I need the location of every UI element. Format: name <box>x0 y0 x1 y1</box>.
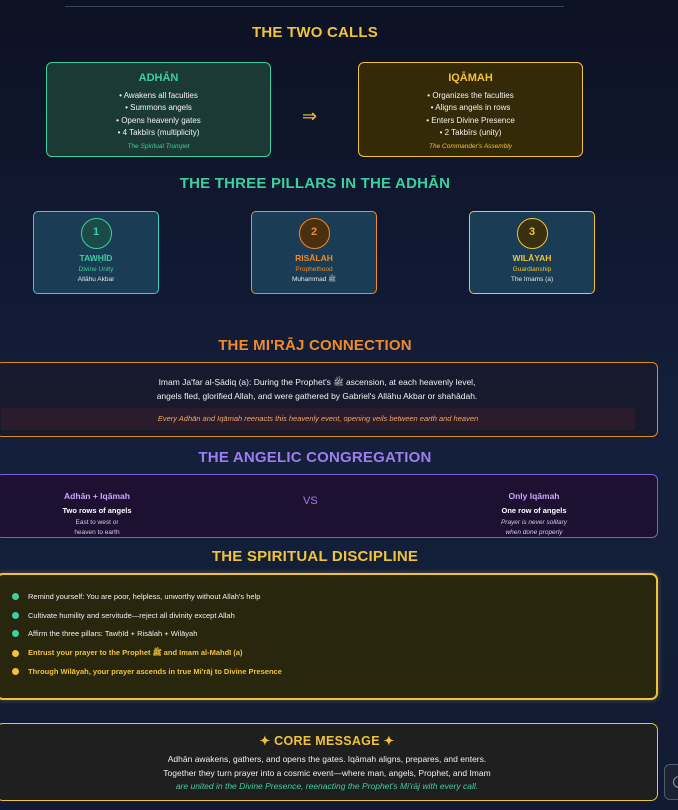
congregation-right-note: Prayer is never solitary <box>500 519 568 526</box>
miraj-heading: THE MI'RĀJ CONNECTION <box>218 337 412 354</box>
core-message-heading: ✦ CORE MESSAGE ✦ <box>259 734 395 748</box>
two-calls-heading: THE TWO CALLS <box>252 24 378 41</box>
congregation-right-note: when done properly <box>505 529 563 536</box>
discipline-item: Entrust your prayer to the Prophet ﷺ and… <box>12 648 243 659</box>
core-message-line: Adhān awakens, gathers, and opens the ga… <box>167 754 487 764</box>
circle-icon <box>673 776 678 788</box>
discipline-heading: THE SPIRITUAL DISCIPLINE <box>211 548 419 565</box>
floating-scroll-button[interactable] <box>664 764 678 800</box>
iqamah-item: • 2 Takbīrs (unity) <box>439 127 502 137</box>
core-message-line: Together they turn prayer into a cosmic … <box>163 768 491 778</box>
miraj-text-line: Imam Ja'far al-Ṣādiq (a): During the Pro… <box>158 377 476 387</box>
core-message-line: are united in the Divine Presence, reena… <box>175 781 479 791</box>
discipline-item: Cultivate humility and servitude—reject … <box>12 611 235 620</box>
pillar-subtitle: Prophethood <box>295 266 333 273</box>
pillars-heading: THE THREE PILLARS IN THE ADHĀN <box>179 175 451 192</box>
miraj-card: Imam Ja'far al-Ṣādiq (a): During the Pro… <box>0 362 658 437</box>
miraj-note: Every Adhān and Iqāmah reenacts this hea… <box>1 408 635 430</box>
congregation-left-note: heaven to earth <box>74 529 120 536</box>
pillar-title: RISĀLAH <box>295 253 333 263</box>
congregation-right-line: One row of angels <box>501 506 567 515</box>
adhan-card: ADHĀN • Awakens all faculties • Summons … <box>46 62 271 157</box>
adhan-title: ADHĀN <box>138 72 179 84</box>
green-bullet-icon <box>12 593 19 600</box>
congregation-right: Only Iqāmah One row of angels Prayer is … <box>479 491 589 538</box>
discipline-card: Remind yourself: You are poor, helpless,… <box>0 573 658 700</box>
adhan-item: • Awakens all faculties <box>119 91 198 100</box>
iqamah-item: • Enters Divine Presence <box>426 115 515 125</box>
congregation-card: Adhān + Iqāmah Two rows of angels East t… <box>0 474 658 538</box>
pillar-title: WILĀYAH <box>512 253 552 263</box>
gold-bullet-icon <box>12 668 19 675</box>
right-double-arrow-icon: ⇒ <box>302 106 318 126</box>
congregation-right-title: Only Iqāmah <box>508 491 560 501</box>
congregation-left-line: Two rows of angels <box>62 506 132 515</box>
vs-label: VS <box>303 495 318 507</box>
pillar-wilayah: 3 WILĀYAH Guardianship The Imams (a) <box>469 211 595 294</box>
iqamah-subtitle: The Commander's Assembly <box>429 143 512 151</box>
green-bullet-icon <box>12 612 19 619</box>
green-bullet-icon <box>12 630 19 637</box>
congregation-left: Adhān + Iqāmah Two rows of angels East t… <box>39 491 155 538</box>
pillar-phrase: The Imams (a) <box>510 276 554 283</box>
adhan-subtitle: The Spiritual Trumpet <box>127 143 190 151</box>
pillar-subtitle: Divine Unity <box>78 266 114 273</box>
discipline-item: Through Wilāyah, your prayer ascends in … <box>12 667 282 676</box>
pillar-number-badge: 2 <box>298 218 330 249</box>
discipline-item: Remind yourself: You are poor, helpless,… <box>12 592 260 601</box>
pillar-subtitle: Guardianship <box>512 266 552 273</box>
adhan-item: • Summons angels <box>125 103 192 113</box>
iqamah-item: • Organizes the faculties <box>427 91 514 100</box>
miraj-text-line: angels fled, glorified Allah, and were g… <box>156 391 478 401</box>
core-message-card: ✦ CORE MESSAGE ✦ Adhān awakens, gathers,… <box>0 723 658 801</box>
iqamah-title: IQĀMAH <box>448 72 493 84</box>
pillar-phrase: Muhammad ﷺ <box>292 276 336 283</box>
gold-bullet-icon <box>12 650 19 657</box>
pillar-number-badge: 1 <box>80 218 112 249</box>
pillar-risalah: 2 RISĀLAH Prophethood Muhammad ﷺ <box>251 211 377 294</box>
adhan-item: • Opens heavenly gates <box>116 115 201 125</box>
congregation-left-title: Adhān + Iqāmah <box>64 491 130 501</box>
adhan-item: • 4 Takbīrs (multiplicity) <box>117 127 200 137</box>
congregation-left-note: East to west or <box>75 519 119 526</box>
pillar-tawhid: 1 TAWḤĪD Divine Unity Allāhu Akbar <box>33 211 159 294</box>
pillar-title: TAWḤĪD <box>79 253 113 263</box>
iqamah-card: IQĀMAH • Organizes the faculties • Align… <box>358 62 583 157</box>
congregation-heading: THE ANGELIC CONGREGATION <box>198 449 432 466</box>
top-divider <box>65 6 564 7</box>
pillar-phrase: Allāhu Akbar <box>77 276 115 283</box>
iqamah-item: • Aligns angels in rows <box>430 103 511 113</box>
discipline-item: Affirm the three pillars: Tawḥīd + Risāl… <box>12 629 197 638</box>
pillar-number-badge: 3 <box>516 218 548 249</box>
